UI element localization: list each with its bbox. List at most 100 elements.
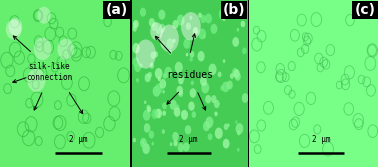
- Circle shape: [152, 22, 158, 31]
- Circle shape: [185, 125, 191, 134]
- Circle shape: [242, 48, 247, 54]
- Circle shape: [132, 57, 139, 67]
- Circle shape: [200, 15, 206, 23]
- Circle shape: [178, 76, 184, 84]
- Circle shape: [162, 111, 166, 116]
- Circle shape: [9, 18, 22, 36]
- Circle shape: [234, 69, 240, 78]
- Circle shape: [163, 90, 165, 94]
- Circle shape: [139, 63, 143, 68]
- Circle shape: [160, 25, 179, 52]
- Circle shape: [189, 57, 193, 62]
- Circle shape: [136, 78, 139, 82]
- Circle shape: [190, 88, 196, 98]
- Text: (c): (c): [355, 3, 375, 17]
- Circle shape: [193, 27, 198, 35]
- Circle shape: [153, 86, 160, 97]
- Circle shape: [154, 51, 158, 57]
- Circle shape: [214, 111, 218, 116]
- Circle shape: [205, 117, 213, 128]
- Circle shape: [161, 41, 165, 47]
- Circle shape: [173, 39, 176, 43]
- Circle shape: [181, 110, 188, 120]
- Circle shape: [235, 123, 243, 134]
- Circle shape: [223, 59, 226, 63]
- Circle shape: [159, 24, 165, 33]
- Circle shape: [197, 51, 205, 61]
- Circle shape: [237, 130, 240, 135]
- Circle shape: [146, 105, 150, 111]
- Circle shape: [170, 142, 172, 146]
- Circle shape: [150, 22, 163, 40]
- Circle shape: [205, 95, 211, 104]
- Circle shape: [214, 100, 220, 108]
- Circle shape: [200, 76, 207, 86]
- Circle shape: [172, 132, 179, 141]
- Circle shape: [242, 93, 248, 103]
- Circle shape: [198, 13, 202, 18]
- Text: 2 μm: 2 μm: [312, 135, 330, 144]
- Circle shape: [220, 85, 224, 91]
- Circle shape: [208, 72, 211, 75]
- Circle shape: [133, 26, 137, 32]
- Circle shape: [211, 95, 217, 103]
- Circle shape: [156, 28, 160, 34]
- Circle shape: [208, 133, 212, 140]
- Circle shape: [158, 10, 166, 20]
- Circle shape: [232, 37, 239, 47]
- Circle shape: [134, 63, 141, 72]
- Circle shape: [215, 128, 223, 139]
- Circle shape: [142, 143, 150, 154]
- Circle shape: [178, 143, 184, 152]
- Circle shape: [186, 53, 188, 56]
- Circle shape: [144, 123, 150, 133]
- Circle shape: [178, 91, 183, 97]
- Circle shape: [177, 86, 183, 95]
- Circle shape: [150, 63, 154, 69]
- Circle shape: [133, 22, 137, 27]
- Circle shape: [223, 139, 229, 148]
- Circle shape: [27, 69, 45, 92]
- Circle shape: [189, 16, 192, 20]
- Circle shape: [162, 129, 165, 134]
- Circle shape: [203, 34, 206, 38]
- Circle shape: [232, 68, 239, 77]
- Circle shape: [133, 20, 139, 28]
- Circle shape: [149, 18, 155, 27]
- Circle shape: [238, 13, 242, 18]
- Circle shape: [163, 73, 167, 79]
- Circle shape: [136, 40, 156, 69]
- Circle shape: [166, 38, 174, 49]
- Text: 2 μm: 2 μm: [69, 135, 87, 144]
- Circle shape: [181, 76, 185, 81]
- Circle shape: [142, 140, 144, 144]
- Circle shape: [150, 51, 156, 59]
- Circle shape: [235, 72, 241, 81]
- Circle shape: [201, 82, 209, 94]
- Circle shape: [174, 140, 178, 146]
- Circle shape: [37, 7, 51, 24]
- Circle shape: [186, 23, 191, 30]
- Circle shape: [140, 8, 146, 17]
- Circle shape: [186, 144, 189, 149]
- Circle shape: [181, 12, 201, 41]
- Circle shape: [237, 28, 239, 32]
- Circle shape: [177, 15, 184, 26]
- Circle shape: [188, 101, 195, 111]
- Circle shape: [222, 81, 229, 92]
- Circle shape: [241, 21, 245, 27]
- Circle shape: [149, 130, 154, 139]
- Circle shape: [34, 38, 51, 60]
- Circle shape: [155, 109, 162, 118]
- Circle shape: [224, 123, 228, 130]
- Circle shape: [6, 20, 22, 40]
- Circle shape: [143, 110, 150, 121]
- Text: (b): (b): [223, 3, 245, 17]
- Circle shape: [162, 102, 167, 109]
- Circle shape: [160, 79, 166, 89]
- Circle shape: [174, 107, 180, 117]
- Circle shape: [155, 109, 160, 118]
- Circle shape: [145, 73, 151, 82]
- Text: (a): (a): [105, 3, 128, 17]
- Text: silk-like
connection: silk-like connection: [26, 62, 73, 82]
